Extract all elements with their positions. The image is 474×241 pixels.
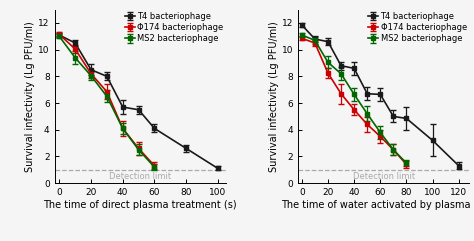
- Text: B: B: [274, 0, 286, 3]
- Y-axis label: Survival infectivity (Lg PFU/ml): Survival infectivity (Lg PFU/ml): [269, 21, 279, 172]
- Text: A: A: [30, 0, 44, 3]
- X-axis label: The time of direct plasma treatment (s): The time of direct plasma treatment (s): [44, 200, 237, 210]
- Legend: T4 bacteriophage, Φ174 bacteriophage, MS2 bacteriophage: T4 bacteriophage, Φ174 bacteriophage, MS…: [124, 11, 224, 44]
- Legend: T4 bacteriophage, Φ174 bacteriophage, MS2 bacteriophage: T4 bacteriophage, Φ174 bacteriophage, MS…: [367, 11, 467, 44]
- Y-axis label: Survival infectivity (Lg PFU/ml): Survival infectivity (Lg PFU/ml): [26, 21, 36, 172]
- X-axis label: The time of water activated by plasma (s): The time of water activated by plasma (s…: [281, 200, 474, 210]
- Text: Detection limit: Detection limit: [109, 172, 171, 181]
- Text: Detection limit: Detection limit: [353, 172, 415, 181]
